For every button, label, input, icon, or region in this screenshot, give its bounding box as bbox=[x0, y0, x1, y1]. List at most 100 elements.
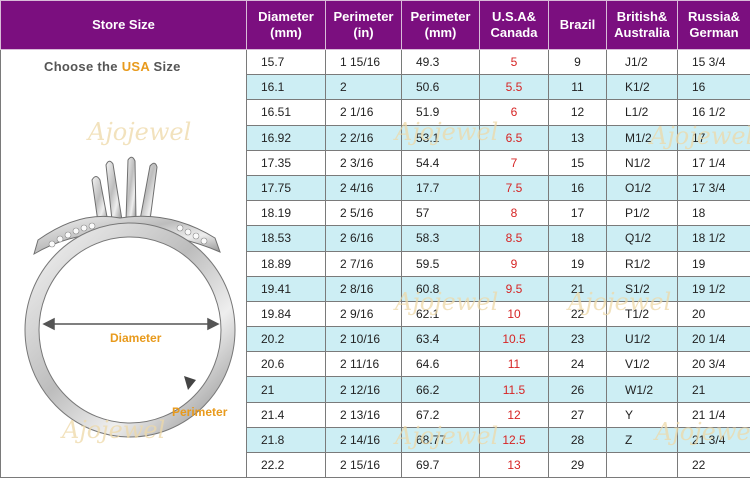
col-british: S1/2 bbox=[607, 276, 678, 301]
col-perimeter-in: 2 2/16 bbox=[326, 125, 402, 150]
col-brazil: 13 bbox=[549, 125, 607, 150]
col-diameter: 16.1 bbox=[247, 75, 326, 100]
col-brazil: 28 bbox=[549, 427, 607, 452]
col-british: L1/2 bbox=[607, 100, 678, 125]
header-diameter: Diameter(mm) bbox=[247, 1, 326, 50]
col-brazil: 11 bbox=[549, 75, 607, 100]
col-brazil: 21 bbox=[549, 276, 607, 301]
col-british: Z bbox=[607, 427, 678, 452]
col-usa: 9.5 bbox=[480, 276, 549, 301]
col-perimeter-mm: 58.3 bbox=[402, 226, 480, 251]
col-perimeter-in: 2 13/16 bbox=[326, 402, 402, 427]
perimeter-label: Perimeter bbox=[172, 405, 227, 419]
col-usa: 10.5 bbox=[480, 327, 549, 352]
col-brazil: 18 bbox=[549, 226, 607, 251]
col-usa: 7 bbox=[480, 150, 549, 175]
col-perimeter-in: 2 6/16 bbox=[326, 226, 402, 251]
col-russia: 20 3/4 bbox=[678, 352, 750, 377]
col-diameter: 19.41 bbox=[247, 276, 326, 301]
col-russia: 17 3/4 bbox=[678, 175, 750, 200]
col-brazil: 19 bbox=[549, 251, 607, 276]
col-brazil: 9 bbox=[549, 50, 607, 75]
col-perimeter-mm: 63.4 bbox=[402, 327, 480, 352]
col-brazil: 26 bbox=[549, 377, 607, 402]
col-british: R1/2 bbox=[607, 251, 678, 276]
col-brazil: 17 bbox=[549, 201, 607, 226]
col-brazil: 24 bbox=[549, 352, 607, 377]
col-british: W1/2 bbox=[607, 377, 678, 402]
col-diameter: 21.8 bbox=[247, 427, 326, 452]
col-brazil: 22 bbox=[549, 301, 607, 326]
diameter-label: Diameter bbox=[110, 331, 161, 345]
col-russia: 21 bbox=[678, 377, 750, 402]
col-british: O1/2 bbox=[607, 175, 678, 200]
col-diameter: 16.51 bbox=[247, 100, 326, 125]
col-british: T1/2 bbox=[607, 301, 678, 326]
col-usa: 5 bbox=[480, 50, 549, 75]
col-perimeter-mm: 68.77 bbox=[402, 427, 480, 452]
col-russia: 15 3/4 bbox=[678, 50, 750, 75]
col-perimeter-mm: 49.3 bbox=[402, 50, 480, 75]
col-russia: 16 bbox=[678, 75, 750, 100]
col-perimeter-in: 2 10/16 bbox=[326, 327, 402, 352]
col-usa: 6.5 bbox=[480, 125, 549, 150]
col-diameter: 20.2 bbox=[247, 327, 326, 352]
col-british: U1/2 bbox=[607, 327, 678, 352]
col-usa: 9 bbox=[480, 251, 549, 276]
col-usa: 11.5 bbox=[480, 377, 549, 402]
choose-size-title: Choose the USA Size bbox=[44, 59, 181, 74]
col-diameter: 18.89 bbox=[247, 251, 326, 276]
col-usa: 6 bbox=[480, 100, 549, 125]
header-store-size: Store Size bbox=[1, 1, 247, 50]
header-russia: Russia&German bbox=[678, 1, 750, 50]
col-russia: 20 bbox=[678, 301, 750, 326]
col-russia: 18 bbox=[678, 201, 750, 226]
header-british: British&Australia bbox=[607, 1, 678, 50]
col-russia: 21 1/4 bbox=[678, 402, 750, 427]
col-perimeter-mm: 54.4 bbox=[402, 150, 480, 175]
col-diameter: 16.92 bbox=[247, 125, 326, 150]
col-perimeter-in: 2 11/16 bbox=[326, 352, 402, 377]
col-perimeter-mm: 64.6 bbox=[402, 352, 480, 377]
col-russia: 20 1/4 bbox=[678, 327, 750, 352]
col-usa: 8.5 bbox=[480, 226, 549, 251]
col-perimeter-mm: 51.9 bbox=[402, 100, 480, 125]
header-perimeter-mm: Perimeter(mm) bbox=[402, 1, 480, 50]
col-perimeter-in: 2 3/16 bbox=[326, 150, 402, 175]
col-usa: 8 bbox=[480, 201, 549, 226]
col-perimeter-mm: 57 bbox=[402, 201, 480, 226]
col-british: M1/2 bbox=[607, 125, 678, 150]
col-perimeter-mm: 67.2 bbox=[402, 402, 480, 427]
col-russia: 19 bbox=[678, 251, 750, 276]
prongs bbox=[92, 157, 157, 222]
header-usa: U.S.A&Canada bbox=[480, 1, 549, 50]
col-diameter: 20.6 bbox=[247, 352, 326, 377]
col-russia: 19 1/2 bbox=[678, 276, 750, 301]
perimeter-arrow bbox=[184, 376, 196, 390]
col-brazil: 15 bbox=[549, 150, 607, 175]
col-perimeter-in: 2 8/16 bbox=[326, 276, 402, 301]
col-british: P1/2 bbox=[607, 201, 678, 226]
col-british: N1/2 bbox=[607, 150, 678, 175]
col-brazil: 16 bbox=[549, 175, 607, 200]
header-row: Store Size Diameter(mm) Perimeter(in) Pe… bbox=[1, 1, 750, 50]
col-british: K1/2 bbox=[607, 75, 678, 100]
col-usa: 7.5 bbox=[480, 175, 549, 200]
col-perimeter-in: 1 15/16 bbox=[326, 50, 402, 75]
col-brazil: 27 bbox=[549, 402, 607, 427]
col-diameter: 17.75 bbox=[247, 175, 326, 200]
ring-illustration bbox=[0, 140, 246, 470]
header-brazil: Brazil bbox=[549, 1, 607, 50]
col-perimeter-in: 2 4/16 bbox=[326, 175, 402, 200]
col-brazil: 23 bbox=[549, 327, 607, 352]
col-diameter: 19.84 bbox=[247, 301, 326, 326]
col-british: V1/2 bbox=[607, 352, 678, 377]
col-perimeter-in: 2 7/16 bbox=[326, 251, 402, 276]
col-british: Y bbox=[607, 402, 678, 427]
col-usa: 11 bbox=[480, 352, 549, 377]
col-russia: 18 1/2 bbox=[678, 226, 750, 251]
col-diameter: 17.35 bbox=[247, 150, 326, 175]
col-perimeter-in: 2 bbox=[326, 75, 402, 100]
col-brazil: 12 bbox=[549, 100, 607, 125]
